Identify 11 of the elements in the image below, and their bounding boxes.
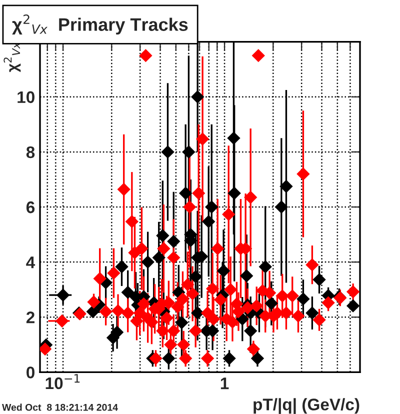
y-tick-label: 10 (18, 91, 34, 104)
y-tick-label: 0 (26, 366, 34, 378)
x-axis-title: pT/|q| (GeV/c) (254, 398, 360, 414)
y-tick-label: 2 (26, 312, 34, 324)
chart-title: χ$^{2}$$_{Vx}$ Primary Tracks (12, 14, 188, 35)
x-tick-label: 1 (220, 378, 229, 390)
text: Wed Oct 8 18:21:14 2014 (2, 404, 118, 411)
y-tick-label: 8 (26, 146, 35, 158)
x-tick-label: 10$^{−1}$ (46, 374, 80, 390)
y-tick-label: 6 (26, 201, 35, 214)
y-tick-label: 4 (26, 256, 36, 268)
